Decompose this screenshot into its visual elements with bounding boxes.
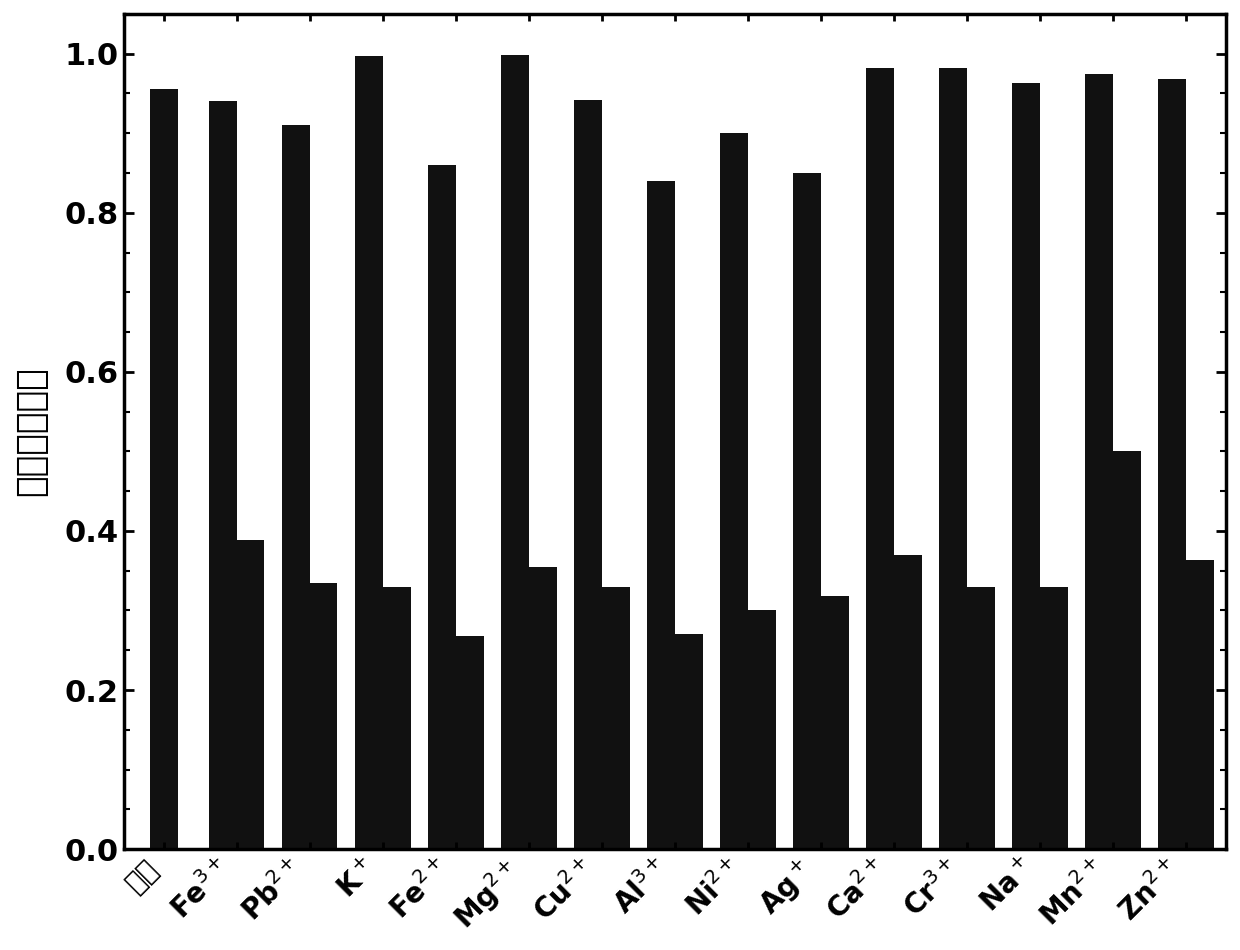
Bar bbox=[794, 173, 821, 849]
Bar bbox=[647, 180, 675, 849]
Bar bbox=[720, 133, 748, 849]
Bar bbox=[866, 68, 894, 849]
Bar bbox=[428, 165, 456, 849]
Bar bbox=[528, 567, 557, 849]
Bar bbox=[601, 586, 630, 849]
Bar bbox=[1012, 83, 1040, 849]
Bar bbox=[894, 555, 921, 849]
Bar bbox=[281, 125, 310, 849]
Bar bbox=[574, 100, 601, 849]
Bar bbox=[355, 56, 383, 849]
Bar bbox=[939, 68, 967, 849]
Bar bbox=[310, 582, 337, 849]
Bar bbox=[1114, 451, 1141, 849]
Bar bbox=[748, 611, 775, 849]
Bar bbox=[1040, 586, 1068, 849]
Bar bbox=[150, 89, 177, 849]
Bar bbox=[501, 55, 528, 849]
Bar bbox=[967, 586, 994, 849]
Bar bbox=[1185, 560, 1214, 849]
Bar bbox=[456, 636, 484, 849]
Bar bbox=[210, 102, 237, 849]
Bar bbox=[383, 586, 410, 849]
Y-axis label: 相对荧光强度: 相对荧光强度 bbox=[14, 367, 48, 496]
Bar bbox=[1158, 79, 1185, 849]
Bar bbox=[237, 541, 264, 849]
Bar bbox=[821, 597, 848, 849]
Bar bbox=[1085, 73, 1114, 849]
Bar bbox=[675, 635, 703, 849]
